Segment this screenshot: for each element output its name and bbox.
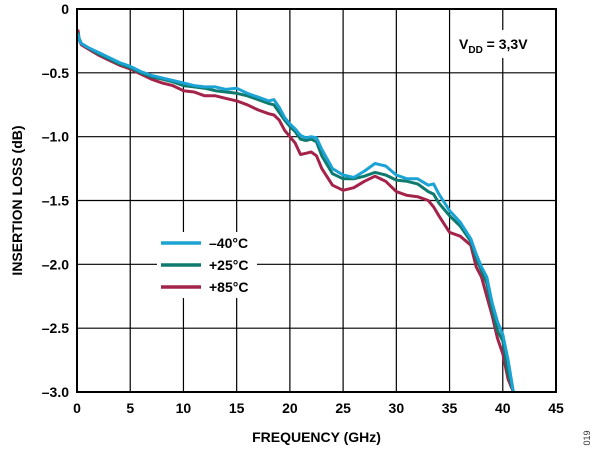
figure-id: 019	[582, 430, 592, 445]
annotation-background	[452, 30, 550, 58]
x-tick-labels: 0 5 10 15 20 25 30 35 40 45	[73, 400, 564, 416]
series-group	[77, 29, 515, 392]
legend-bg-1	[157, 254, 257, 276]
annotation-subscript: DD	[468, 45, 482, 56]
x-tick-label-8: 40	[495, 400, 511, 416]
series-line-0	[77, 33, 515, 392]
y-axis-title: INSERTION LOSS (dB)	[9, 125, 25, 275]
legend-label-0: –40°C	[209, 235, 248, 251]
supply-voltage-annotation: VDD = 3,3V	[452, 30, 550, 58]
y-tick-label-0: 0	[61, 1, 69, 17]
annotation-text: VDD = 3,3V	[459, 36, 528, 56]
plot-frame	[76, 8, 557, 393]
x-tick-label-7: 35	[442, 400, 458, 416]
x-tick-label-3: 15	[229, 400, 245, 416]
y-tick-label-1: –0.5	[42, 65, 69, 81]
y-tick-label-3: –1.5	[42, 193, 69, 209]
x-tick-label-2: 10	[176, 400, 192, 416]
y-tick-label-2: –1.0	[42, 129, 69, 145]
grid-lines	[77, 9, 556, 392]
y-tick-label-6: –3.0	[42, 384, 69, 400]
annotation-main: V	[459, 36, 469, 52]
y-tick-label-4: –2.0	[42, 256, 69, 272]
x-axis-title: FREQUENCY (GHz)	[252, 429, 381, 445]
x-tick-label-4: 20	[282, 400, 298, 416]
y-tick-labels: 0 –0.5 –1.0 –1.5 –2.0 –2.5 –3.0	[42, 1, 69, 400]
x-tick-label-9: 45	[548, 400, 564, 416]
x-tick-label-0: 0	[73, 400, 81, 416]
x-tick-label-6: 30	[389, 400, 405, 416]
annotation-rest: = 3,3V	[483, 36, 528, 52]
legend-label-2: +85°C	[209, 279, 248, 295]
y-tick-label-5: –2.5	[42, 320, 69, 336]
x-tick-label-5: 25	[335, 400, 351, 416]
legend-bg-0	[157, 232, 257, 254]
legend-label-1: +25°C	[209, 257, 248, 273]
legend: –40°C +25°C +85°C	[157, 232, 257, 298]
x-tick-label-1: 5	[126, 400, 134, 416]
legend-bg-2	[157, 276, 257, 298]
